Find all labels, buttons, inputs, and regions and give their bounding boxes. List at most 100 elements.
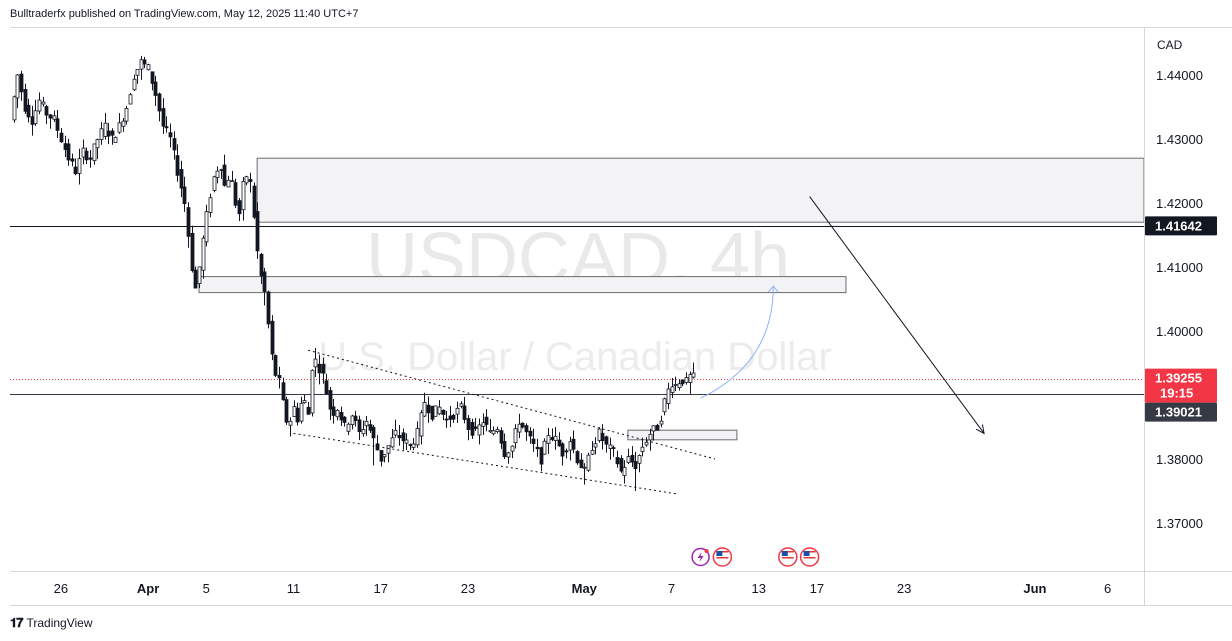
publisher-header: Bulltraderfx published on TradingView.co… (10, 8, 359, 20)
candle-body (655, 424, 660, 431)
candle-body (593, 443, 598, 448)
candle-body (197, 266, 202, 285)
flag-canton (716, 551, 723, 556)
current-price-level-tag-value: 1.39255 (1155, 371, 1202, 386)
candle-body (502, 441, 507, 458)
price-axis[interactable]: CAD 1.44000 1.43000 1.42000 1.41000 1.40000 1… (1156, 38, 1203, 531)
candle-body (103, 122, 108, 137)
price-tick-label: 1.38000 (1156, 452, 1203, 467)
time-axis[interactable]: 26 Apr 5 11 17 23 May 7 13 17 23 Jun 6 (54, 581, 1112, 596)
candle-body (466, 418, 471, 430)
candle-body (481, 422, 486, 427)
candle-body (673, 384, 678, 386)
candle-body (560, 443, 565, 457)
tradingview-logo-icon: 𝟏𝟕 (10, 615, 24, 630)
upper-supply-zone (256, 157, 1145, 223)
footer-brand: TradingView (26, 616, 93, 630)
candle-body (430, 405, 435, 420)
upper-wedge-line (307, 349, 716, 460)
candle-body (571, 438, 576, 450)
date-tick-label: 5 (203, 581, 210, 596)
candle-body (128, 94, 133, 105)
candle-body (590, 450, 595, 455)
candle-body (172, 138, 177, 151)
price-tick-label: 1.44000 (1156, 68, 1203, 83)
candle-body (568, 441, 573, 451)
candle-body (499, 430, 504, 444)
candle-body (222, 164, 227, 186)
price-tick-label: 1.40000 (1156, 324, 1203, 339)
candle-body (371, 426, 376, 439)
candle-body (113, 136, 118, 143)
price-tick-label: 1.43000 (1156, 132, 1203, 147)
candle-body (462, 405, 467, 420)
candle-body (350, 415, 355, 425)
date-tick-label: 7 (668, 581, 675, 596)
flag-stripe (803, 560, 816, 562)
candle-body (110, 130, 115, 136)
candle-body (401, 432, 406, 442)
date-tick-label: 13 (751, 581, 765, 596)
candle-body (459, 403, 464, 407)
candle-body (270, 320, 275, 355)
candle-body (611, 447, 616, 449)
candle-body (302, 400, 307, 404)
support-level-tag-value: 1.39021 (1155, 405, 1202, 420)
candle-body (48, 114, 53, 119)
candle-body (553, 435, 558, 441)
candle-body (451, 414, 456, 420)
candle-body (139, 59, 144, 70)
candle-body (357, 419, 362, 433)
candle-body (41, 101, 46, 105)
candle-body (281, 382, 286, 401)
candle-body (299, 402, 304, 422)
candle-body (55, 118, 60, 131)
candle-body (539, 447, 544, 465)
candle-body (506, 452, 511, 458)
candle-body (84, 150, 89, 161)
date-tick-label: Apr (137, 581, 159, 596)
candle-body (135, 69, 140, 76)
candle-body (12, 96, 17, 121)
candle-body (193, 269, 198, 289)
candle-body (473, 426, 478, 429)
candle-body (175, 155, 180, 176)
candle-body (688, 374, 693, 383)
lower-wedge-line (293, 432, 679, 495)
candle-body (153, 81, 158, 96)
candle-body (324, 380, 329, 395)
flag-stripe (716, 560, 729, 562)
plot-area[interactable] (10, 27, 1144, 571)
candle-body (117, 122, 122, 133)
candle-body (448, 415, 453, 420)
candle-body (488, 430, 493, 433)
candle-body (637, 455, 642, 464)
candle-body (168, 132, 173, 138)
countdown-label: 19:15 (1160, 386, 1193, 401)
candle-body (331, 406, 336, 416)
candle-body (662, 398, 667, 413)
candle-body (557, 439, 562, 447)
candle-body (524, 425, 529, 433)
candle-body (520, 422, 525, 428)
lightning-glyph (697, 552, 704, 562)
candle-body (455, 407, 460, 415)
candle-body (23, 88, 28, 112)
candle-body (684, 377, 689, 383)
candle-body (73, 166, 78, 175)
candle-body (179, 169, 184, 189)
candle-body (470, 421, 475, 436)
candle-body (622, 467, 627, 476)
flag-canton (781, 551, 788, 556)
candle-body (619, 458, 624, 472)
candle-body (157, 93, 162, 112)
demand-zone (627, 429, 738, 441)
candle-body (630, 454, 635, 463)
candle-body (81, 147, 86, 158)
candle-body (215, 170, 220, 178)
candle-body (292, 406, 297, 417)
candle-body (237, 200, 242, 215)
candle-body (422, 402, 427, 417)
candle-body (99, 128, 104, 140)
